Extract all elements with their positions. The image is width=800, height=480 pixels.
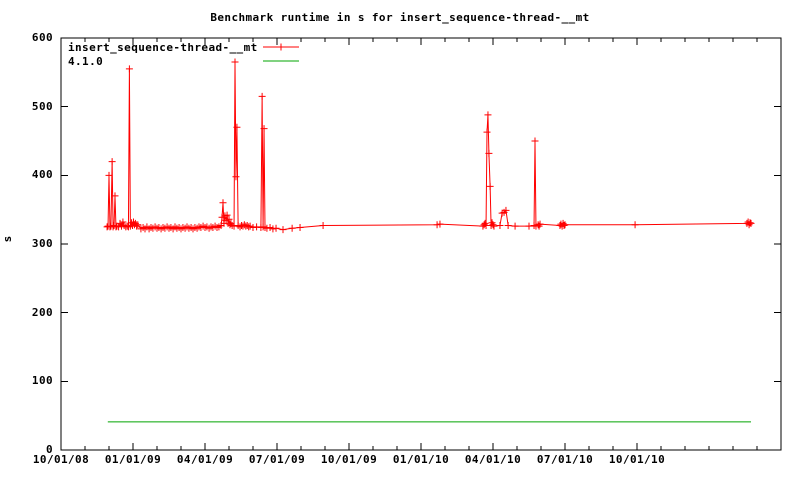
y-tick-label: 200 bbox=[31, 306, 53, 319]
x-tick-label: 07/01/09 bbox=[248, 453, 306, 466]
x-tick-label: 07/01/10 bbox=[536, 453, 594, 466]
x-tick-label: 10/01/08 bbox=[32, 453, 90, 466]
x-tick-label: 10/01/09 bbox=[320, 453, 378, 466]
x-tick-label: 01/01/10 bbox=[392, 453, 450, 466]
x-tick-label: 01/01/09 bbox=[104, 453, 162, 466]
chart-title: Benchmark runtime in s for insert_sequen… bbox=[210, 11, 590, 24]
y-tick-label: 600 bbox=[31, 31, 53, 44]
y-tick-label: 400 bbox=[31, 168, 53, 181]
y-tick-label: 500 bbox=[31, 100, 53, 113]
x-tick-label: 04/01/10 bbox=[464, 453, 522, 466]
legend-entry-series: insert_sequence-thread-__mt bbox=[68, 41, 258, 54]
x-tick-label: 10/01/10 bbox=[608, 453, 666, 466]
y-tick-label: 0 bbox=[45, 443, 53, 456]
y-tick-label: 300 bbox=[31, 237, 53, 250]
x-tick-label: 04/01/09 bbox=[176, 453, 234, 466]
legend-entry-baseline: 4.1.0 bbox=[68, 55, 104, 68]
y-tick-label: 100 bbox=[31, 374, 53, 387]
